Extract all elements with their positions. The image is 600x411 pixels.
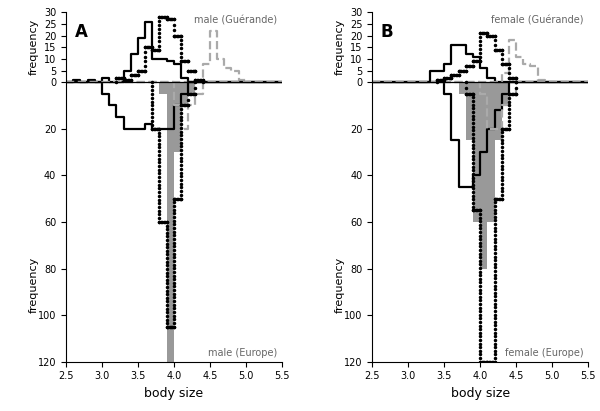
Text: female (Guérande): female (Guérande): [491, 16, 584, 26]
Text: A: A: [74, 23, 88, 41]
Bar: [167, 82, 174, 362]
Bar: [487, 82, 494, 222]
Bar: [174, 82, 181, 152]
Bar: [494, 82, 502, 141]
Bar: [480, 82, 487, 268]
Text: male (Guérande): male (Guérande): [194, 16, 277, 26]
Text: frequency: frequency: [335, 257, 345, 313]
Bar: [502, 82, 509, 106]
Text: female (Europe): female (Europe): [505, 348, 584, 358]
Bar: [188, 82, 196, 94]
Text: B: B: [381, 23, 394, 41]
Text: frequency: frequency: [29, 19, 38, 75]
Bar: [458, 82, 466, 94]
Bar: [160, 82, 167, 94]
Bar: [181, 82, 188, 106]
Bar: [473, 82, 480, 222]
Text: frequency: frequency: [335, 19, 345, 75]
X-axis label: body size: body size: [144, 387, 203, 400]
Bar: [466, 82, 473, 141]
Text: male (Europe): male (Europe): [208, 348, 277, 358]
X-axis label: body size: body size: [451, 387, 510, 400]
Text: frequency: frequency: [29, 257, 38, 313]
